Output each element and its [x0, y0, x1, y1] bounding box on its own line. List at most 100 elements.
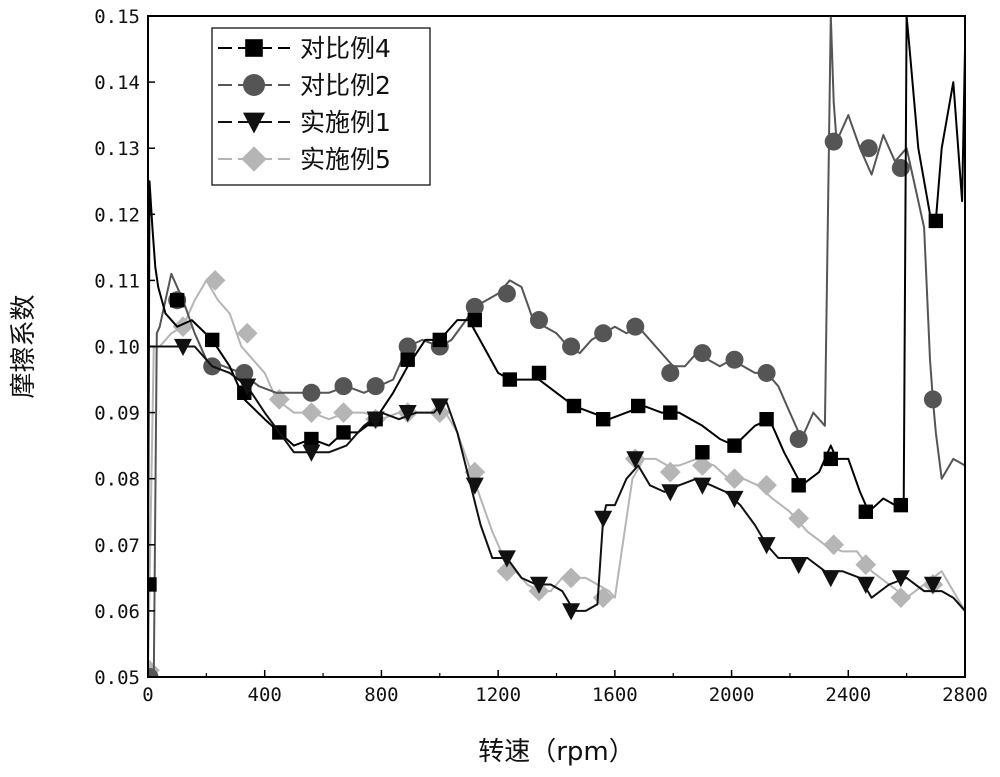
marker-triangle-down [529, 576, 548, 594]
marker-square [695, 445, 710, 460]
marker-circle [626, 317, 645, 336]
marker-triangle-down [174, 338, 193, 356]
marker-circle [529, 311, 548, 330]
marker-circle [302, 383, 321, 402]
y-tick-label: 0.07 [94, 535, 140, 557]
marker-square [759, 412, 774, 427]
y-tick-label: 0.08 [94, 469, 140, 491]
marker-diamond [172, 316, 194, 338]
marker-circle [824, 132, 843, 151]
marker-triangle-down [497, 550, 516, 568]
marker-square [727, 438, 742, 453]
marker-diamond [890, 587, 912, 609]
marker-diamond [560, 567, 582, 589]
marker-circle [148, 668, 159, 677]
marker-circle [497, 284, 516, 303]
marker-diamond [464, 461, 486, 483]
legend-label: 实施例1 [300, 108, 391, 137]
series-3 [148, 338, 965, 621]
marker-triangle-down [626, 451, 645, 469]
ticks-layer: 0 400 800 1200 1600 2000 2400 2800 0.05 0.06 0.07 0… [94, 6, 988, 706]
marker-diamond [241, 146, 267, 172]
marker-circle [789, 430, 808, 449]
series-layer [148, 16, 965, 677]
y-tick-label: 0.06 [94, 601, 140, 623]
marker-square [336, 425, 351, 440]
series-1 [148, 16, 965, 592]
marker-triangle-down [366, 411, 385, 429]
marker-diamond [724, 468, 745, 490]
y-axis-title: 摩擦系数 [9, 294, 39, 398]
marker-square [663, 405, 678, 420]
marker-triangle-down [661, 484, 680, 502]
marker-circle [465, 297, 484, 316]
marker-circle [235, 363, 254, 382]
marker-square [304, 431, 319, 447]
marker-triangle-down [693, 477, 712, 495]
marker-triangle-down [923, 576, 942, 594]
marker-square [169, 293, 185, 308]
marker-square [531, 365, 547, 381]
marker-circle [891, 159, 910, 178]
marker-triangle-down [856, 576, 875, 594]
x-axis-title: 转速（rpm） [478, 737, 635, 767]
y-tick-label: 0.11 [94, 270, 140, 292]
marker-diamond [788, 508, 810, 529]
marker-triangle-down [821, 570, 840, 588]
marker-triangle-down [430, 398, 449, 416]
marker-triangle-down [465, 477, 484, 495]
marker-triangle-down [891, 570, 910, 588]
legend: 对比例4 对比例2 实施例1 实施例5 [211, 27, 431, 186]
marker-circle [693, 344, 712, 363]
marker-square [928, 213, 944, 229]
x-tick-label: 800 [364, 684, 398, 706]
marker-triangle-down [238, 378, 257, 396]
marker-square [400, 352, 415, 367]
marker-square [502, 372, 518, 387]
marker-diamond [855, 554, 877, 575]
marker-square [595, 412, 611, 427]
marker-triangle-down [594, 510, 613, 528]
marker-square [467, 312, 482, 328]
legend-label: 对比例2 [300, 71, 391, 100]
marker-triangle-down [789, 556, 808, 575]
marker-triangle-down [725, 490, 744, 508]
marker-diamond [692, 455, 713, 476]
series-line [148, 279, 965, 671]
y-tick-label: 0.09 [94, 403, 140, 425]
marker-diamond [268, 389, 290, 410]
marker-circle [398, 337, 417, 356]
marker-square [245, 39, 263, 57]
marker-square [858, 504, 873, 519]
marker-triangle-down [243, 112, 265, 134]
legend-entry: 对比例4 [218, 34, 391, 63]
marker-circle [859, 139, 878, 158]
x-tick-label: 2400 [825, 684, 871, 706]
marker-circle [661, 363, 680, 382]
legend-entry: 实施例1 [218, 108, 391, 137]
marker-triangle-down [562, 603, 581, 621]
marker-square [432, 332, 447, 348]
marker-diamond [236, 322, 258, 344]
y-tick-label: 0.14 [94, 72, 140, 94]
marker-diamond [333, 402, 354, 423]
marker-diamond [204, 270, 226, 291]
y-tick-label: 0.05 [94, 667, 140, 689]
marker-square [823, 451, 838, 467]
legend-label: 实施例5 [300, 145, 391, 174]
x-tick-label: 0 [142, 684, 153, 706]
marker-triangle-down [398, 404, 417, 423]
marker-square [148, 577, 157, 592]
legend-entry: 对比例2 [218, 71, 391, 100]
marker-square [791, 478, 806, 493]
series-line [148, 345, 965, 612]
y-tick-label: 0.12 [94, 204, 140, 226]
x-tick-label: 1200 [475, 684, 521, 706]
marker-triangle-down [757, 537, 776, 555]
marker-circle [562, 337, 581, 356]
marker-square [631, 398, 646, 414]
x-tick-label: 2000 [709, 684, 755, 706]
y-tick-label: 0.10 [94, 337, 140, 359]
marker-diamond [659, 461, 681, 483]
